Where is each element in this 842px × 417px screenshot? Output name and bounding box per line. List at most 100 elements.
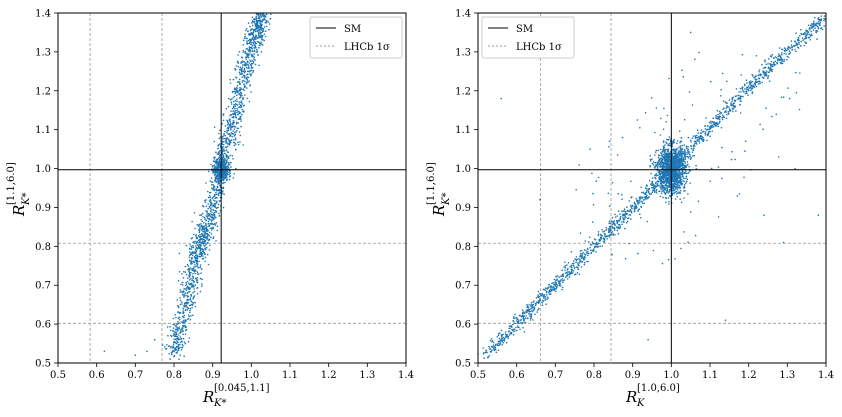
right-scatter-point-2732 — [654, 174, 656, 177]
left-scatter-point-1765 — [193, 281, 195, 284]
right-scatter-point-2634 — [683, 166, 686, 168]
right-scatter-point-1389 — [812, 29, 815, 31]
right-scatter-point-851 — [549, 286, 552, 288]
right-scatter-point-1430 — [534, 302, 537, 305]
right-scatter-point-623 — [817, 16, 820, 19]
right-scatter-point-839 — [707, 131, 710, 134]
left-legend-sm-label: SM — [344, 24, 361, 35]
left-scatter-point-1472 — [204, 228, 206, 230]
right-scatter-point-262 — [643, 196, 646, 199]
left-scatter-point-437 — [223, 137, 225, 140]
left-scatter-point-1737 — [198, 244, 201, 246]
left-scatter-point-321 — [229, 120, 231, 123]
left-scatter-point-1526 — [189, 248, 191, 250]
left-scatter-point-1580 — [265, 20, 268, 22]
left-scatter-point-1609 — [213, 195, 216, 197]
left-scatter-point-339 — [212, 184, 215, 186]
right-scatter-point-312 — [505, 341, 508, 344]
right-scatter-point-2710 — [668, 184, 670, 187]
left-scatter-point-203 — [203, 216, 206, 219]
right-scatter-point-1282 — [487, 356, 489, 358]
left-scatter-point-1239 — [241, 108, 243, 111]
right-scatter-point-755 — [729, 109, 731, 112]
left-x-axis-label-main: R — [202, 388, 214, 406]
left-scatter-point-1093 — [237, 118, 240, 121]
left-scatter-point-1708 — [222, 150, 225, 152]
left-scatter-point-1358 — [188, 304, 191, 307]
left-scatter-point-620 — [190, 278, 192, 280]
right-scatter-point-362 — [614, 233, 616, 236]
left-scatter-point-1035 — [261, 30, 264, 33]
left-scatter-point-890 — [183, 291, 185, 293]
right-scatter-point-516 — [787, 48, 789, 51]
left-scatter-point-1135 — [191, 220, 193, 223]
right-scatter-point-238 — [810, 33, 813, 35]
right-scatter-point-1250 — [795, 44, 797, 46]
right-scatter-point-2471 — [662, 150, 665, 152]
left-scatter-point-303 — [189, 311, 191, 314]
left-scatter-point-1113 — [186, 309, 189, 311]
left-scatter-point-784 — [230, 129, 232, 131]
right-scatter-point-1184 — [619, 213, 621, 216]
left-scatter-point-909 — [187, 265, 190, 267]
left-scatter-point-448 — [216, 229, 219, 232]
right-scatter-point-1306 — [500, 339, 503, 341]
right-scatter-point-746 — [609, 236, 611, 238]
left-scatter-point-1033 — [177, 306, 180, 309]
left-scatter-point-1492 — [201, 220, 204, 223]
right-scatter-point-984 — [606, 238, 608, 240]
right-scatter-point-1203 — [721, 118, 724, 121]
right-scatter-point-1300 — [500, 333, 503, 336]
right-scatter-point-1156 — [621, 223, 623, 226]
left-scatter-point-1312 — [229, 98, 232, 101]
left-scatter-point-1614 — [207, 222, 210, 225]
right-scatter-point-793 — [762, 67, 765, 69]
right-scatter-point-162 — [542, 297, 545, 299]
left-scatter-point-1039 — [259, 30, 261, 32]
left-scatter-point-1645 — [253, 44, 256, 47]
right-scatter-point-235 — [730, 102, 732, 104]
left-scatter-point-1486 — [207, 196, 210, 199]
right-scatter-point-276 — [788, 50, 791, 52]
left-scatter-point-897 — [184, 288, 187, 290]
left-scatter-point-333 — [253, 58, 255, 60]
left-scatter-point-1602 — [244, 52, 246, 54]
right-scatter-point-473 — [490, 338, 493, 340]
right-scatter-point-170 — [630, 218, 632, 220]
left-scatter-point-603 — [235, 109, 237, 112]
right-scatter-point-945 — [608, 220, 611, 223]
right-scatter-point-1231 — [604, 235, 607, 238]
right-scatter-point-2276 — [685, 170, 687, 172]
left-scatter-point-138 — [256, 36, 259, 39]
left-scatter-point-1382 — [194, 240, 196, 243]
right-scatter-point-1405 — [629, 204, 632, 207]
left-scatter-point-1261 — [191, 252, 194, 255]
right-scatter-point-1325 — [544, 289, 547, 292]
left-scatter-point-1623 — [189, 287, 191, 289]
right-scatter-point-1487 — [753, 76, 755, 79]
right-scatter-point-1495 — [544, 295, 546, 298]
right-scatter-point-223 — [726, 114, 728, 116]
right-scatter-point-724 — [590, 249, 592, 251]
left-scatter-point-749 — [198, 260, 200, 263]
right-scatter-point-1351 — [770, 68, 773, 70]
left-scatter-point-1515 — [178, 312, 181, 315]
right-scatter-point-484 — [568, 276, 571, 278]
right-scatter-point-271 — [654, 191, 656, 194]
left-scatter-point-1376 — [247, 56, 250, 59]
left-scatter-point-1136 — [187, 277, 189, 279]
right-scatter-point-309 — [518, 322, 520, 324]
right-scatter-point-986 — [617, 210, 620, 212]
left-scatter-point-1112 — [191, 307, 193, 309]
right-scatter-point-804 — [687, 146, 689, 148]
left-scatter-point-1585 — [244, 86, 246, 88]
left-scatter-point-645 — [212, 214, 214, 216]
right-scatter-point-2294 — [683, 183, 686, 186]
right-scatter-point-575 — [688, 151, 690, 154]
left-scatter-point-1323 — [202, 248, 205, 251]
left-scatter-point-1238 — [191, 237, 194, 239]
right-scatter-point-2513 — [665, 142, 668, 144]
right-scatter-point-507 — [575, 256, 578, 258]
left-scatter-point-2194 — [228, 170, 231, 172]
left-scatter-point-1212 — [242, 97, 244, 100]
